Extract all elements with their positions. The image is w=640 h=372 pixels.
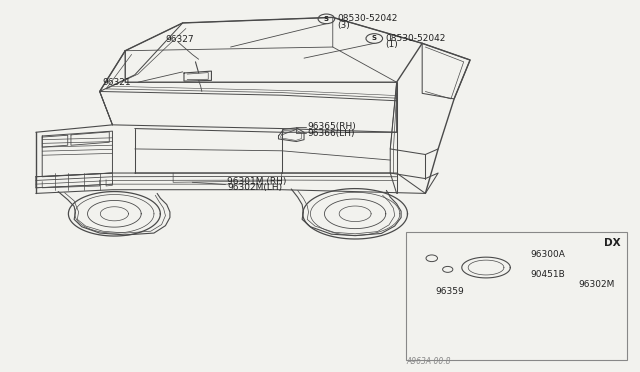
Text: 96301M (RH): 96301M (RH) (227, 177, 287, 186)
Text: 96327: 96327 (166, 35, 194, 44)
Text: 90451B: 90451B (531, 270, 566, 279)
Text: 08530-52042: 08530-52042 (337, 14, 397, 23)
Text: A963A 00.8: A963A 00.8 (406, 357, 451, 366)
Text: (3): (3) (337, 21, 350, 30)
Text: 96359: 96359 (435, 287, 464, 296)
Text: S: S (324, 16, 329, 22)
Text: 96300A: 96300A (531, 250, 566, 259)
Text: 96365(RH): 96365(RH) (307, 122, 356, 131)
Text: 96302M(LH): 96302M(LH) (227, 183, 282, 192)
Text: 96302M: 96302M (579, 280, 615, 289)
Text: 96366(LH): 96366(LH) (307, 128, 355, 138)
Text: 08530-52042: 08530-52042 (385, 33, 445, 43)
Text: (1): (1) (385, 40, 398, 49)
Text: S: S (372, 35, 377, 42)
Text: 96321: 96321 (103, 78, 131, 87)
FancyBboxPatch shape (406, 232, 627, 360)
Text: DX: DX (604, 238, 620, 248)
